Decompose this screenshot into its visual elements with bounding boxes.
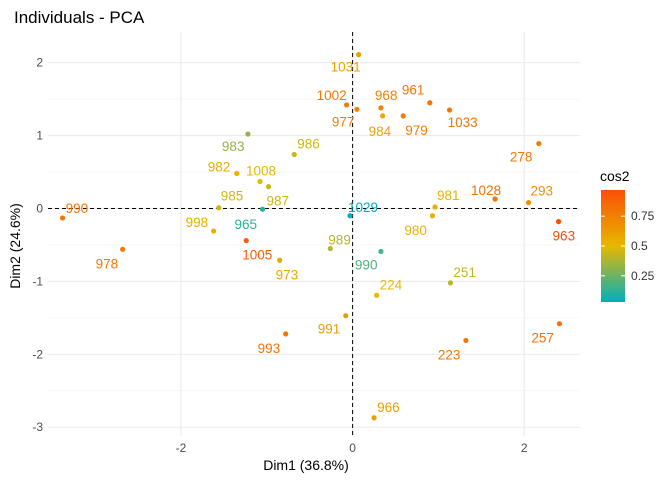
point-label: 998 — [186, 215, 209, 230]
point-label: 1002 — [317, 88, 347, 103]
data-point — [283, 331, 289, 337]
cos2-legend: cos2 0.25 0.5 0.75 — [600, 168, 655, 302]
point-label: 251 — [453, 265, 476, 280]
data-point — [211, 228, 217, 234]
points-layer — [59, 52, 563, 421]
data-point — [378, 248, 384, 255]
data-point — [277, 257, 283, 263]
data-point — [556, 321, 563, 327]
y-tick-label: 1 — [36, 129, 43, 143]
point-label: 982 — [208, 159, 231, 174]
point-label: 278 — [510, 150, 533, 165]
point-label: 1008 — [246, 163, 276, 178]
legend-tick-label: 0.25 — [631, 269, 655, 283]
point-label: 987 — [267, 194, 290, 209]
y-tick-label: 0 — [36, 201, 43, 215]
point-label: 961 — [402, 83, 425, 98]
data-point — [343, 313, 349, 319]
point-label: 990 — [66, 201, 89, 216]
point-label: 965 — [235, 217, 258, 232]
data-point — [446, 107, 453, 113]
point-label: 1033 — [448, 115, 478, 130]
point-label: 1031 — [331, 60, 361, 75]
point-label: 968 — [375, 88, 398, 103]
data-point — [371, 415, 377, 421]
point-label: 223 — [438, 347, 461, 362]
legend-tick-label: 0.75 — [631, 209, 655, 223]
data-point — [354, 106, 360, 112]
point-label: 973 — [276, 267, 299, 282]
y-axis-ticks: -3 -2 -1 0 1 2 — [32, 56, 43, 435]
point-label: 977 — [332, 114, 355, 129]
point-label: 1005 — [242, 248, 272, 263]
point-label: 984 — [369, 124, 392, 139]
point-label: 985 — [221, 189, 244, 204]
data-point — [555, 219, 562, 225]
legend-tick-label: 0.5 — [631, 239, 648, 253]
data-point — [327, 245, 333, 252]
y-tick-label: -1 — [32, 274, 43, 288]
reference-lines — [48, 32, 580, 436]
legend-ticks: 0.25 0.5 0.75 — [601, 209, 655, 283]
point-label: 224 — [380, 277, 403, 292]
data-point — [265, 183, 272, 190]
point-label: 981 — [437, 188, 460, 203]
point-label: 1029 — [348, 200, 378, 215]
point-label: 986 — [297, 137, 320, 152]
data-point — [432, 204, 438, 210]
point-labels-layer: 1031 1002 968 961 1033 977 984 979 278 983 986 982 1… — [66, 60, 575, 415]
data-point — [427, 100, 433, 106]
y-tick-label: -3 — [32, 420, 43, 434]
data-point — [234, 170, 240, 177]
data-point — [356, 52, 362, 58]
y-axis-title: Dim2 (24.6%) — [7, 203, 23, 289]
point-label: 979 — [405, 123, 428, 138]
y-tick-label: -2 — [32, 347, 43, 361]
data-point — [525, 200, 532, 206]
point-label: 990 — [355, 258, 378, 273]
point-label: 257 — [531, 331, 554, 346]
chart-title: Individuals - PCA — [14, 8, 145, 27]
data-point — [59, 215, 66, 221]
data-point — [344, 102, 350, 108]
x-axis-title: Dim1 (36.8%) — [263, 457, 349, 473]
point-label: 963 — [553, 229, 576, 244]
plot-grid — [48, 32, 580, 436]
data-point — [291, 151, 297, 158]
data-point — [257, 178, 263, 185]
data-point — [447, 280, 454, 286]
data-point — [463, 337, 469, 344]
data-point — [536, 140, 542, 147]
data-point — [378, 105, 384, 111]
point-label: 991 — [318, 322, 341, 337]
point-label: 293 — [531, 184, 554, 199]
data-point — [374, 292, 380, 298]
x-tick-label: -2 — [176, 441, 187, 455]
point-label: 993 — [258, 341, 281, 356]
data-point — [245, 131, 251, 137]
point-label: 978 — [96, 256, 119, 271]
data-point — [429, 213, 436, 219]
data-point — [380, 113, 386, 119]
point-label: 966 — [377, 400, 400, 415]
data-point — [259, 206, 266, 212]
x-tick-label: 0 — [349, 441, 356, 455]
point-label: 983 — [222, 139, 245, 154]
data-point — [400, 113, 406, 119]
data-point — [243, 237, 249, 244]
legend-title: cos2 — [600, 168, 630, 184]
data-point — [492, 196, 498, 202]
y-tick-label: 2 — [36, 56, 43, 70]
data-point — [216, 205, 222, 211]
data-point — [347, 213, 353, 219]
point-label: 1028 — [471, 183, 501, 198]
point-label: 989 — [328, 233, 351, 248]
x-tick-label: 2 — [521, 441, 528, 455]
x-axis-ticks: -2 0 2 — [176, 441, 528, 455]
point-label: 980 — [404, 223, 427, 238]
data-point — [120, 246, 126, 252]
